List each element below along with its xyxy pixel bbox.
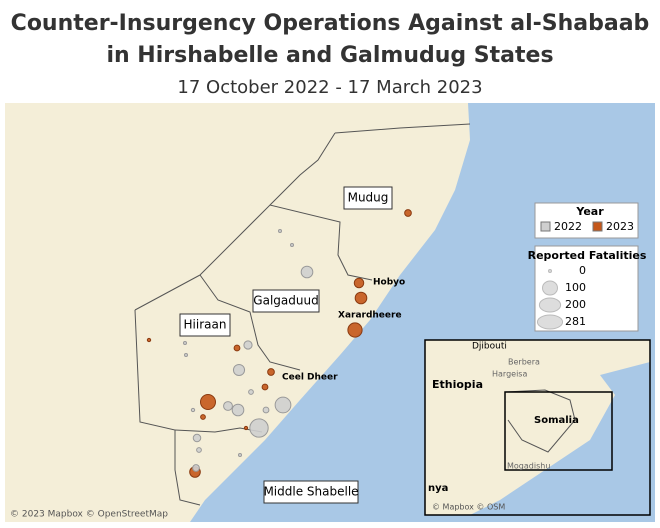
- inset-land: [425, 340, 650, 515]
- legend-swatch: [540, 221, 551, 232]
- inset-map: Djibouti Berbera Hargeisa Ethiopia Somal…: [424, 339, 651, 516]
- event-bubble: [290, 243, 294, 247]
- legend-label: 2023: [606, 220, 634, 233]
- subtitle: 17 October 2022 - 17 March 2023: [177, 77, 482, 98]
- title-line: in Hirshabelle and Galmudug States: [106, 43, 553, 68]
- region-label: Middle Shabelle: [263, 485, 358, 499]
- legend-size-mark: [536, 314, 564, 330]
- event-bubble: [300, 265, 314, 279]
- event-bubble: [267, 368, 275, 376]
- attribution: © Mapbox © OSM: [432, 503, 505, 512]
- legend-size-mark: [538, 297, 562, 313]
- region-labels: Mudug Galgaduud Hiiraan Middle Shabelle: [179, 186, 393, 504]
- event-bubble: [354, 291, 368, 305]
- city-label: Hobyo: [373, 278, 405, 288]
- legend-box: [534, 202, 639, 239]
- event-bubble: [248, 389, 254, 395]
- inset-label: Djibouti: [472, 342, 507, 352]
- event-bubble: [243, 340, 253, 350]
- attribution: © 2023 Mapbox © OpenStreetMap: [10, 510, 168, 520]
- event-bubble: [184, 353, 188, 357]
- event-bubble: [232, 363, 246, 377]
- event-bubble: [353, 277, 365, 289]
- event-bubble: [243, 425, 249, 431]
- inset-label: Somalia: [534, 415, 579, 426]
- legend-label: 2022: [554, 220, 582, 233]
- event-bubble: [192, 433, 202, 443]
- event-bubble: [238, 453, 242, 457]
- event-bubble: [261, 383, 269, 391]
- legend-label: 281: [565, 315, 586, 328]
- event-bubble: [190, 407, 196, 413]
- legend-label: 100: [565, 281, 586, 294]
- event-bubble: [183, 341, 187, 345]
- inset-label: Berbera: [508, 358, 540, 367]
- event-bubble: [278, 229, 282, 233]
- inset-frame: [424, 339, 651, 516]
- legend-label: 0: [579, 264, 586, 277]
- event-bubble: [231, 403, 245, 417]
- event-bubble: [192, 464, 200, 472]
- inset-label: nya: [428, 483, 448, 494]
- inset-extent: [504, 391, 613, 471]
- legend-title: Year: [575, 205, 604, 218]
- event-bubble: [233, 344, 241, 352]
- inset-label: Hargeisa: [492, 370, 527, 379]
- region-label: Galgaduud: [253, 294, 318, 308]
- bubbles: [146, 209, 412, 478]
- region-box: [252, 289, 320, 313]
- city-label: Xarardheere: [338, 311, 402, 321]
- legend-title: Reported Fatalities: [528, 249, 647, 262]
- event-bubble: [223, 401, 233, 411]
- event-bubble: [249, 418, 269, 438]
- event-bubble: [146, 337, 152, 343]
- legend-size-mark: [542, 280, 558, 296]
- inset-label: Mogadishu: [507, 462, 550, 471]
- region-box: [263, 480, 359, 504]
- inset-region-lines: [504, 389, 576, 453]
- event-bubble: [274, 396, 292, 414]
- city-label: Ceel Dheer: [282, 373, 338, 383]
- title-line: Counter-Insurgency Operations Against al…: [11, 11, 650, 36]
- event-bubble: [262, 406, 270, 414]
- region-label: Hiiraan: [184, 318, 227, 332]
- event-bubble: [200, 394, 216, 410]
- year-legend: Year: [534, 202, 639, 239]
- event-bubble: [404, 209, 412, 217]
- event-bubble: [347, 322, 363, 338]
- event-bubble: [200, 414, 206, 420]
- inset-label: Ethiopia: [432, 378, 483, 391]
- region-box: [179, 313, 231, 337]
- event-bubble: [196, 447, 202, 453]
- legend-swatch: [592, 221, 603, 232]
- legend-size-mark: [548, 269, 552, 273]
- legend-label: 200: [565, 298, 586, 311]
- region-label: Mudug: [348, 191, 389, 205]
- region-box: [343, 186, 393, 210]
